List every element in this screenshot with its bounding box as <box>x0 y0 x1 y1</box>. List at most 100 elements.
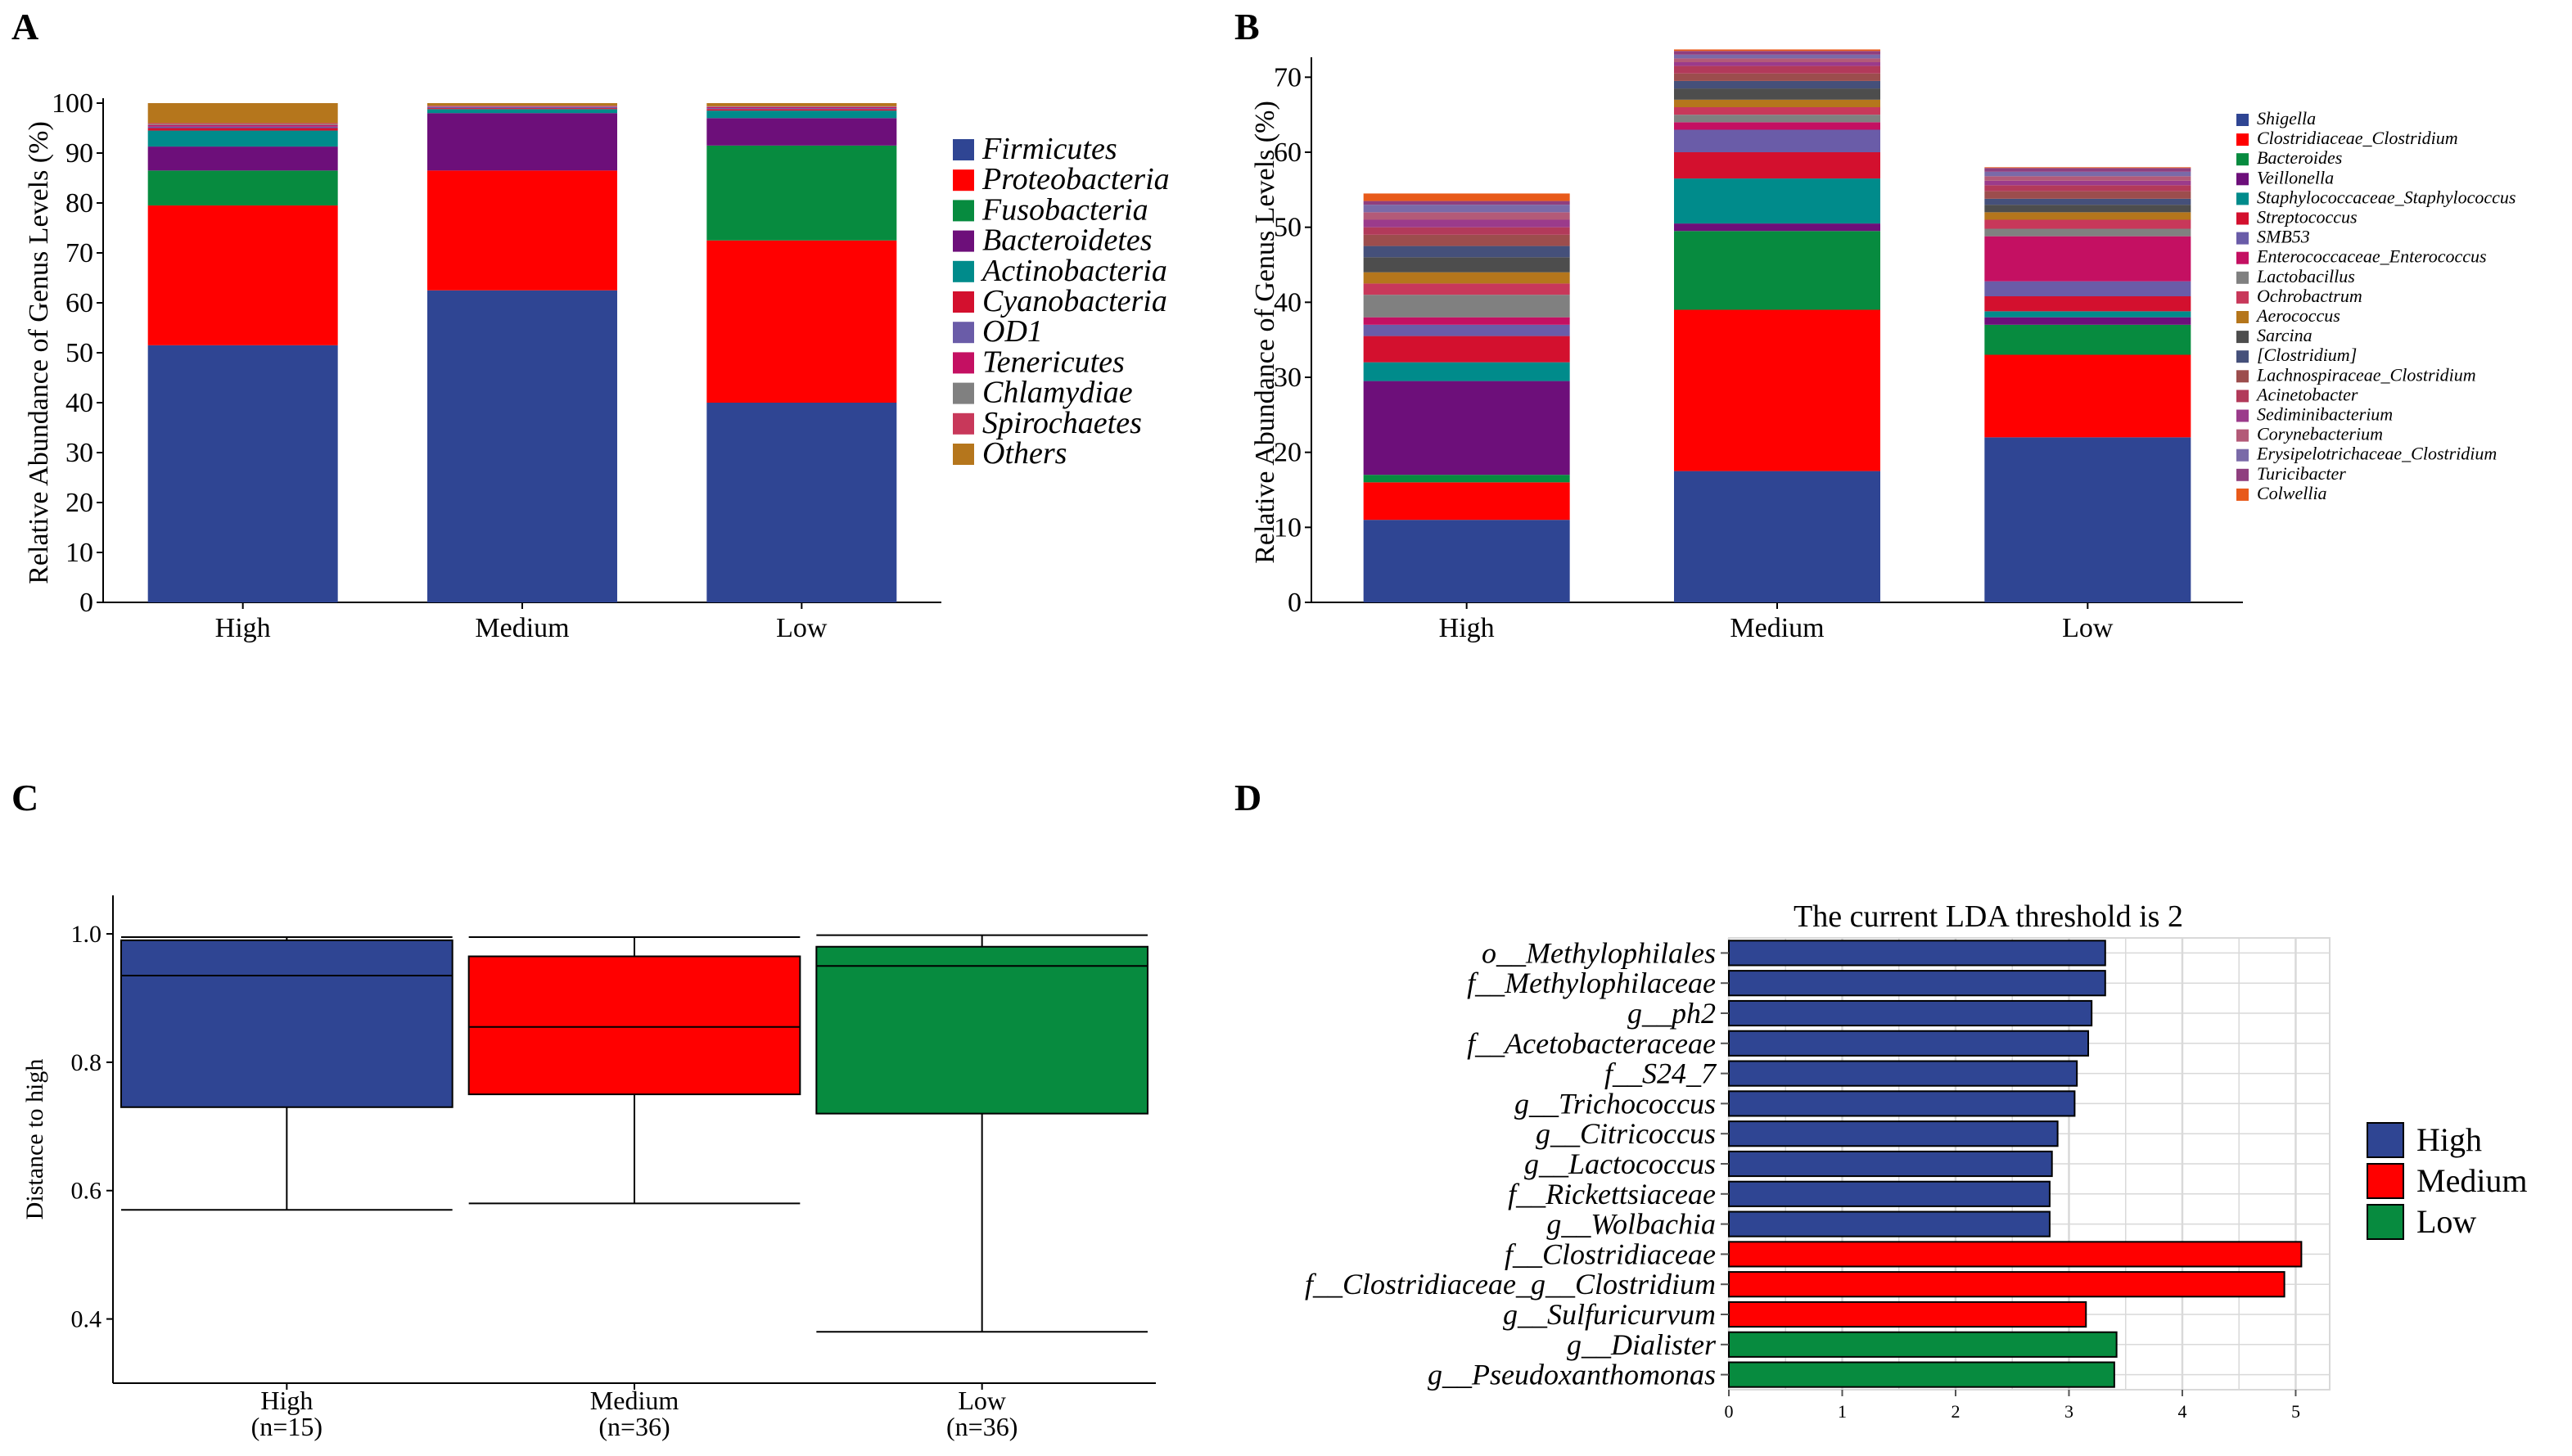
y-tick-label: 50 <box>65 338 93 368</box>
legend-label-lachnospiraceae-clostridium: Lachnospiraceae_Clostridium <box>2256 364 2476 385</box>
bar-segment-firmicutes-medium <box>427 290 617 602</box>
bar-segment-bacteroides-high <box>1363 475 1570 483</box>
lda-bar-g-pseudoxanthomonas <box>1728 1361 2115 1388</box>
legend-swatch-turicibacter <box>2236 468 2249 481</box>
bar-segment-turicibacter-high <box>1363 201 1570 205</box>
legend-swatch-ochrobactrum <box>2236 291 2249 304</box>
bar-segment-tenericutes-medium <box>427 106 617 107</box>
bar-segment-ochrobactrum-low <box>1984 219 2191 229</box>
y-tick-label: 0.8 <box>71 1049 102 1076</box>
legend-label-erysipelotrichaceae-clostridium: Erysipelotrichaceae_Clostridium <box>2256 444 2497 464</box>
y-tick-label: 60 <box>65 288 93 318</box>
bar-segment-chlamydiae-low <box>706 106 897 107</box>
bar-segment-proteobacteria-low <box>706 240 897 403</box>
bar-segment-bacteroides-low <box>1984 324 2191 355</box>
lda-label-g-lactococcus: g__Lactococcus <box>1524 1147 1716 1180</box>
legend-swatch-clostridium <box>2236 350 2249 363</box>
bar-segment-cyanobacteria-low <box>706 109 897 111</box>
x-tick-label-low: Low <box>958 1386 1006 1415</box>
legend-label-colwellia: Colwellia <box>2257 483 2327 503</box>
bar-segment-shigella-high <box>1363 520 1570 602</box>
panel-letter-c: C <box>11 777 38 818</box>
legend-swatch-veillonella <box>2236 173 2249 186</box>
chart-d-lda-scores: o__Methylophilalesf__Methylophilaceaeg__… <box>1305 899 2528 1422</box>
legend-swatch-staphylococcaceae-staphylococcus <box>2236 192 2249 205</box>
bar-segment-lachnospiraceae-clostridium-medium <box>1674 73 1880 81</box>
lda-bar-o-methylophilales <box>1728 940 2106 967</box>
legend-swatch-shigella <box>2236 114 2249 126</box>
lda-bar-g-lactococcus <box>1728 1150 2053 1178</box>
legend-label-sediminibacterium: Sediminibacterium <box>2257 404 2393 425</box>
bar-segment-bacteroidetes-medium <box>427 113 617 171</box>
bar-segment-corynebacterium-high <box>1363 212 1570 220</box>
bar-segment-streptococcus-high <box>1363 336 1570 363</box>
panel-letter-a: A <box>11 6 38 47</box>
bar-segment-tenericutes-low <box>706 106 897 109</box>
legend-swatch-chlamydiae <box>953 382 974 404</box>
bar-segment-enterococcaceae-enterococcus-high <box>1363 317 1570 325</box>
bar-segment-sediminibacterium-medium <box>1674 62 1880 66</box>
bar-segment-veillonella-low <box>1984 317 2191 325</box>
legend-swatch-lachnospiraceae-clostridium <box>2236 370 2249 383</box>
legend-label-bacteroides: Bacteroides <box>2257 147 2342 168</box>
x-tick-label: 3 <box>2064 1401 2073 1422</box>
y-tick-label: 90 <box>65 138 93 169</box>
bar-segment-colwellia-low <box>1984 167 2191 169</box>
bar-segment-turicibacter-medium <box>1674 51 1880 55</box>
legend-label-high: High <box>2416 1121 2482 1158</box>
lda-bar-f-methylophilaceae <box>1728 970 2106 997</box>
lda-label-g-pseudoxanthomonas: g__Pseudoxanthomonas <box>1428 1359 1716 1391</box>
legend-swatch-smb53 <box>2236 232 2249 245</box>
legend-swatch-bacteroidetes <box>953 230 974 252</box>
lda-bar-f-rickettsiaceae <box>1728 1180 2051 1207</box>
y-axis-title: Relative Abundance of Genus Levels (%) <box>24 121 54 584</box>
bar-segment-staphylococcaceae-staphylococcus-medium <box>1674 178 1880 224</box>
x-tick-label: 0 <box>1725 1401 1734 1422</box>
bar-segment-shigella-low <box>1984 437 2191 602</box>
legend-swatch-erysipelotrichaceae-clostridium <box>2236 449 2249 462</box>
lda-label-f-clostridiaceae-g-clostridium: f__Clostridiaceae_g__Clostridium <box>1305 1268 1716 1300</box>
bar-segment-streptococcus-medium <box>1674 152 1880 179</box>
x-tick-n-low: (n=36) <box>946 1412 1018 1441</box>
legend-label-sarcina: Sarcina <box>2257 325 2313 345</box>
legend-label-fusobacteria: Fusobacteria <box>981 192 1148 227</box>
x-tick-label: 4 <box>2177 1401 2186 1422</box>
y-tick-label: 0 <box>79 588 93 618</box>
bar-segment-cyanobacteria-medium <box>427 108 617 110</box>
lda-bar-f-s24-7 <box>1728 1060 2078 1087</box>
bar-segment-corynebacterium-medium <box>1674 58 1880 62</box>
lda-label-f-clostridiaceae: f__Clostridiaceae <box>1505 1237 1716 1270</box>
x-tick-label-high: High <box>215 613 271 643</box>
legend-label-actinobacteria: Actinobacteria <box>980 254 1167 288</box>
legend-swatch-acinetobacter <box>2236 390 2249 403</box>
bar-segment-acinetobacter-low <box>1984 185 2191 192</box>
bar-segment-firmicutes-high <box>147 345 338 602</box>
bar-segment-smb53-low <box>1984 281 2191 296</box>
panel-letter-b: B <box>1234 6 1260 47</box>
bar-segment-others-medium <box>427 103 617 106</box>
legend-swatch-colwellia <box>2236 488 2249 501</box>
chart-d-title: The current LDA threshold is 2 <box>1794 899 2183 934</box>
lda-label-g-dialister: g__Dialister <box>1567 1328 1717 1361</box>
bar-segment-corynebacterium-low <box>1984 176 2191 181</box>
legend-swatch-high <box>2367 1122 2404 1158</box>
legend-swatch-proteobacteria <box>953 169 974 192</box>
lda-bar-g-citricoccus <box>1728 1120 2059 1147</box>
legend-label-chlamydiae: Chlamydiae <box>982 376 1133 410</box>
legend-swatch-aerococcus <box>2236 311 2249 323</box>
bar-segment-aerococcus-low <box>1984 212 2191 220</box>
lda-bar-f-clostridiaceae-g-clostridium <box>1728 1271 2285 1298</box>
bar-segment-clostridium-high <box>1363 246 1570 258</box>
bar-segment-lactobacillus-high <box>1363 295 1570 318</box>
y-tick-label: 1.0 <box>71 921 102 948</box>
legend-label-smb53: SMB53 <box>2257 227 2310 247</box>
bar-segment-erysipelotrichaceae-clostridium-medium <box>1674 54 1880 59</box>
y-tick-label: 20 <box>65 488 93 518</box>
y-tick-label: 10 <box>1274 512 1302 543</box>
y-tick-label: 0 <box>1288 588 1302 618</box>
bar-segment-proteobacteria-high <box>147 205 338 345</box>
bar-segment-od1-low <box>706 108 897 110</box>
y-tick-label: 20 <box>1274 438 1302 468</box>
